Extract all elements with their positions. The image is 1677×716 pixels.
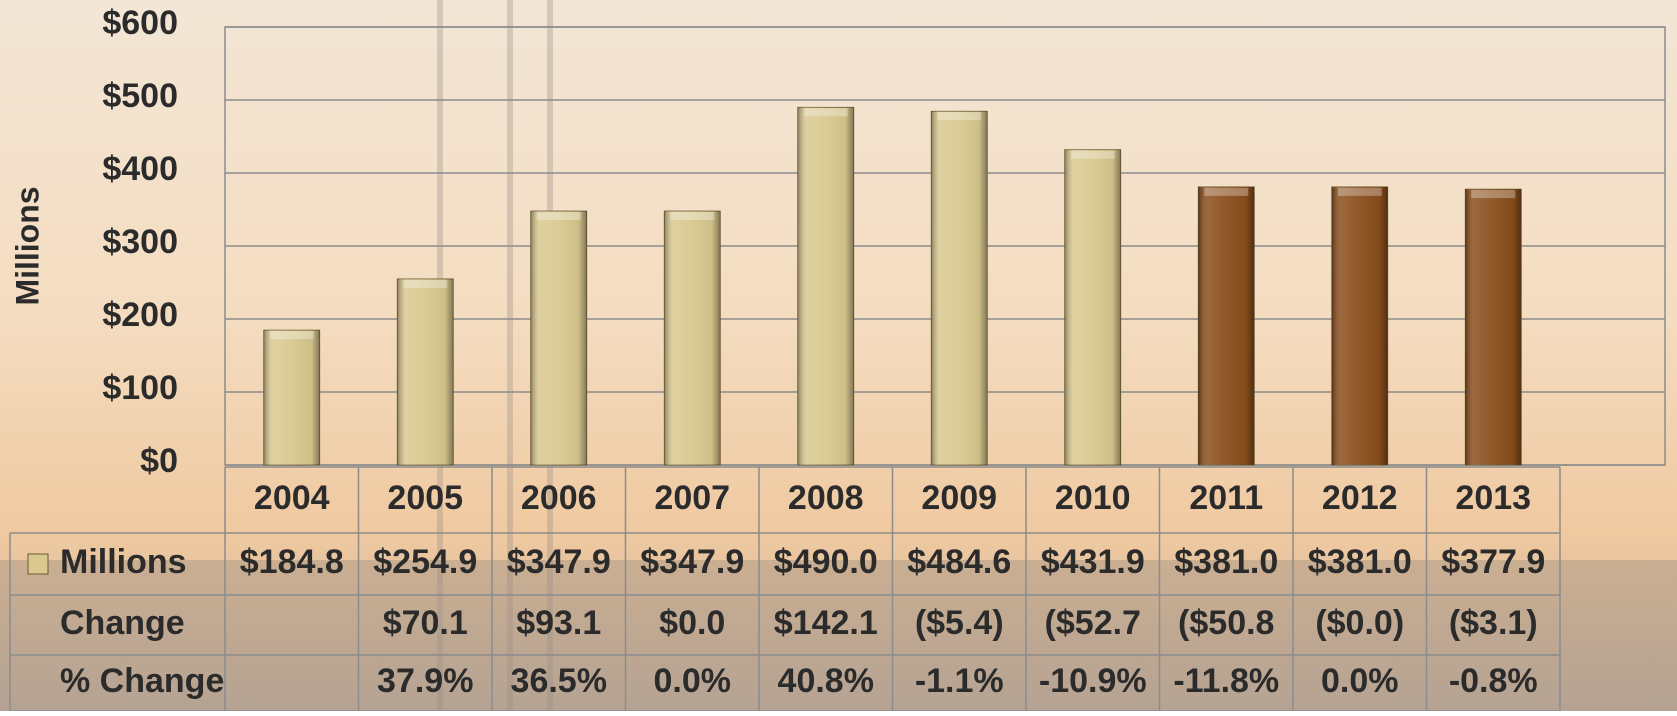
x-tick-label: 2005 bbox=[387, 479, 463, 517]
table-value: -11.8% bbox=[1173, 662, 1279, 700]
bar-top bbox=[536, 212, 581, 221]
table-value: $431.9 bbox=[1041, 543, 1145, 581]
bar-shade bbox=[1465, 189, 1522, 465]
bar-top bbox=[1337, 187, 1382, 196]
table-value: 37.9% bbox=[377, 662, 473, 700]
bar-top bbox=[670, 212, 715, 221]
table-value: $381.0 bbox=[1174, 543, 1278, 581]
table-value: ($5.4) bbox=[915, 604, 1004, 642]
bar-shade bbox=[931, 111, 988, 465]
y-tick-label: $100 bbox=[102, 369, 178, 407]
table-row-label: % Change bbox=[60, 662, 224, 700]
ground-shade bbox=[0, 560, 1677, 711]
bar-top bbox=[269, 331, 314, 340]
bar-top bbox=[403, 279, 448, 288]
table-value: ($50.8 bbox=[1178, 604, 1274, 642]
bar-shade bbox=[664, 211, 721, 465]
x-tick-label: 2010 bbox=[1055, 479, 1131, 517]
x-tick-label: 2011 bbox=[1189, 479, 1263, 517]
x-tick-label: 2013 bbox=[1455, 479, 1531, 517]
y-tick-label: $600 bbox=[102, 4, 178, 42]
bar-top bbox=[1471, 190, 1516, 199]
bar-shade bbox=[797, 107, 854, 466]
x-tick-label: 2008 bbox=[788, 479, 864, 517]
table-value: $184.8 bbox=[240, 543, 344, 581]
bar-top bbox=[937, 112, 982, 121]
bar-shade bbox=[397, 278, 454, 465]
table-value: 40.8% bbox=[778, 662, 874, 700]
table-value: ($0.0) bbox=[1315, 604, 1404, 642]
table-value: $254.9 bbox=[373, 543, 477, 581]
table-value: $70.1 bbox=[383, 604, 468, 642]
y-tick-label: $400 bbox=[102, 150, 178, 188]
table-value: $347.9 bbox=[640, 543, 744, 581]
table-value: $381.0 bbox=[1308, 543, 1412, 581]
x-tick-label: 2006 bbox=[521, 479, 597, 517]
table-value: 0.0% bbox=[654, 662, 732, 700]
bar-shade bbox=[1331, 186, 1388, 465]
bar-top bbox=[1070, 150, 1115, 159]
y-tick-label: $0 bbox=[140, 442, 178, 480]
x-tick-label: 2009 bbox=[921, 479, 997, 517]
bar-top bbox=[1204, 187, 1249, 196]
table-value: $347.9 bbox=[507, 543, 611, 581]
x-tick-label: 2007 bbox=[654, 479, 730, 517]
y-tick-label: $500 bbox=[102, 77, 178, 115]
table-value: $484.6 bbox=[907, 543, 1011, 581]
table-value: ($3.1) bbox=[1449, 604, 1538, 642]
y-tick-label: $300 bbox=[102, 223, 178, 261]
table-value: 36.5% bbox=[511, 662, 607, 700]
bar-shade bbox=[530, 211, 587, 465]
bar-shade bbox=[1198, 186, 1255, 465]
table-value: $0.0 bbox=[659, 604, 725, 642]
table-value: 0.0% bbox=[1321, 662, 1399, 700]
x-tick-label: 2012 bbox=[1322, 479, 1398, 517]
table-value: $93.1 bbox=[516, 604, 601, 642]
table-value: -10.9% bbox=[1039, 662, 1147, 700]
legend-swatch bbox=[27, 553, 49, 575]
table-value: $490.0 bbox=[774, 543, 878, 581]
legend-label: Millions bbox=[60, 543, 187, 581]
y-tick-label: $200 bbox=[102, 296, 178, 334]
x-tick-label: 2004 bbox=[254, 479, 330, 517]
table-value: ($52.7 bbox=[1045, 604, 1141, 642]
table-value: $377.9 bbox=[1441, 543, 1545, 581]
y-axis-label: Millions bbox=[9, 186, 45, 305]
bar-top bbox=[803, 108, 848, 117]
table-row-label: Change bbox=[60, 604, 185, 642]
table-value: $142.1 bbox=[774, 604, 878, 642]
table-value: -0.8% bbox=[1449, 662, 1538, 700]
table-value: -1.1% bbox=[915, 662, 1004, 700]
bar-shade bbox=[263, 330, 320, 465]
bar-shade bbox=[1064, 149, 1121, 465]
